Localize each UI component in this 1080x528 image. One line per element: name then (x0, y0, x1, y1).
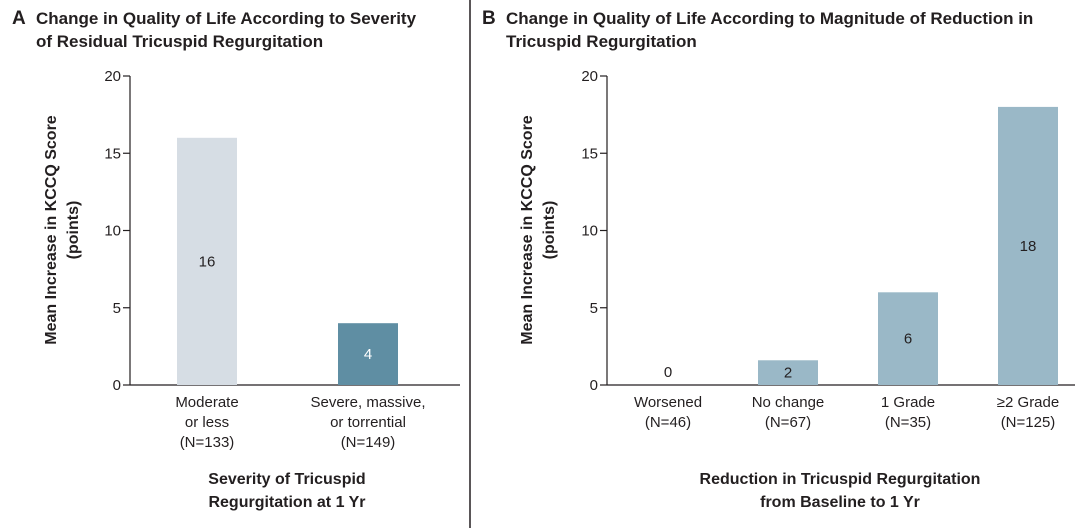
panel-b-category-label: 1 Grade (881, 394, 935, 411)
panel-b-bar (878, 292, 938, 385)
panel-a: A Change in Quality of Life According to… (12, 8, 460, 511)
panel-b-category-label: Worsened (634, 394, 702, 411)
panel-b-category-label: (N=125) (1001, 414, 1056, 431)
panel-a-category-label: or torrential (330, 414, 406, 431)
panel-a-category-label: Moderate (175, 394, 238, 411)
panel-b: B Change in Quality of Life According to… (482, 8, 1075, 511)
panel-b-category-label: (N=35) (885, 414, 931, 431)
panel-b-x-axis-title-line-2: from Baseline to 1 Yr (760, 494, 920, 511)
panel-b-category-label: (N=46) (645, 414, 691, 431)
panel-b-bar (758, 360, 818, 385)
panel-b-y-tick-label: 0 (590, 377, 598, 394)
panel-a-y-axis-label-line-2: (points) (65, 201, 82, 260)
panel-a-category-label: (N=133) (180, 434, 235, 451)
panel-b-bar (998, 106, 1058, 386)
panel-b-category-label: ≥2 Grade (997, 394, 1059, 411)
panel-a-title-line-2: of Residual Tricuspid Regurgitation (36, 32, 323, 51)
panel-b-y-axis-label-line-2: (points) (541, 201, 558, 260)
panel-a-title-line-1: Change in Quality of Life According to S… (36, 9, 417, 28)
panel-b-data-label: 6 (904, 331, 912, 348)
panel-a-y-tick-label: 0 (113, 377, 121, 394)
panel-a-y-tick-label: 10 (104, 223, 121, 240)
panel-b-category-label: No change (752, 394, 825, 411)
panel-b-y-tick-label: 20 (581, 68, 598, 85)
panel-b-letter: B (482, 8, 496, 29)
panel-b-category-label: (N=67) (765, 414, 811, 431)
panel-b-title-line-2: Tricuspid Regurgitation (506, 32, 697, 51)
panel-b-plot-area: 0 5 10 15 20 0 Worsened (N=46) 2 No change (N=67) 6… (581, 68, 1075, 431)
panel-a-bar (177, 137, 237, 385)
panel-b-y-axis-label-line-1: Mean Increase in KCCQ Score (519, 115, 536, 345)
panel-b-data-label: 18 (1020, 238, 1037, 255)
panel-a-category-label: (N=149) (341, 434, 396, 451)
panel-b-y-tick-label: 5 (590, 300, 598, 317)
panel-a-plot-area: 0 5 10 15 20 16 Moderate or less (N=133) 4 Severe,… (104, 68, 460, 451)
panel-a-y-tick-label: 15 (104, 145, 121, 162)
panel-a-data-label: 16 (199, 253, 216, 270)
panel-b-data-label: 0 (664, 364, 672, 381)
panel-b-title-line-1: Change in Quality of Life According to M… (506, 9, 1033, 28)
panel-a-category-label: or less (185, 414, 229, 431)
panel-a-y-tick-label: 5 (113, 300, 121, 317)
panel-a-bar (338, 323, 398, 385)
panel-a-letter: A (12, 8, 26, 29)
panel-a-category-label: Severe, massive, (310, 394, 425, 411)
panel-b-data-label: 2 (784, 365, 792, 382)
panel-b-y-tick-label: 15 (581, 145, 598, 162)
panel-a-data-label: 4 (364, 346, 372, 363)
panel-a-y-axis-label-line-1: Mean Increase in KCCQ Score (43, 115, 60, 345)
panel-b-y-tick-label: 10 (581, 223, 598, 240)
panel-a-x-axis-title-line-2: Regurgitation at 1 Yr (208, 494, 365, 511)
panel-a-y-tick-label: 20 (104, 68, 121, 85)
panel-a-x-axis-title-line-1: Severity of Tricuspid (208, 471, 365, 488)
panel-b-x-axis-title-line-1: Reduction in Tricuspid Regurgitation (700, 471, 981, 488)
